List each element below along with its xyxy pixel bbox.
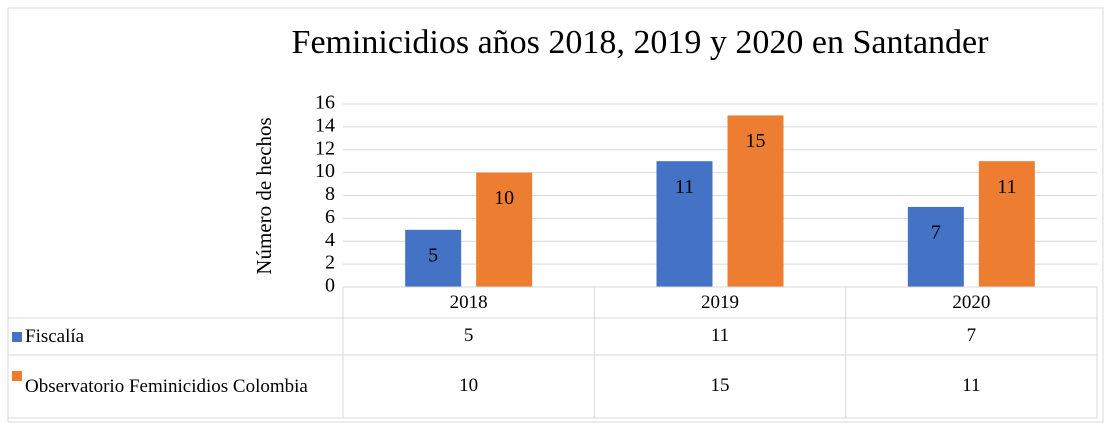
bar [476,172,533,287]
table-value: 15 [711,375,730,396]
bar [727,115,784,287]
data-label: 15 [746,130,766,152]
data-label: 11 [675,176,694,198]
data-label: 11 [997,176,1016,198]
legend-label: Observatorio Feminicidios Colombia [25,375,308,397]
y-tick-label: 4 [325,229,335,251]
legend-key [12,370,22,381]
y-tick-label: 2 [325,252,335,274]
bar [656,161,713,287]
y-tick-label: 14 [315,114,335,136]
y-tick-label: 6 [325,206,335,228]
table-value: 10 [459,375,478,396]
legend-item: Observatorio Feminicidios Colombia [12,355,339,418]
data-label: 5 [428,244,438,266]
bar [907,206,964,287]
data-label: 7 [931,222,941,244]
y-tick-label: 0 [325,275,335,297]
table-value: 11 [962,375,980,396]
bar [978,161,1035,287]
x-tick-label: 2019 [701,292,739,313]
y-tick-label: 10 [315,160,335,182]
y-tick-label: 12 [315,137,335,159]
bar [405,229,462,287]
legend-label: Fiscalía [25,325,85,347]
table-value: 5 [464,325,474,346]
legend-entry: Observatorio Feminicidios Colombia [12,355,339,418]
y-tick-label: 16 [315,92,335,114]
data-label: 10 [494,187,514,209]
x-tick-label: 2018 [450,292,488,313]
table-value: 11 [711,325,729,346]
y-axis-label: Número de hechos [252,117,276,274]
legend-item: Fiscalía [12,318,339,355]
chart-title: Feminicidios años 2018, 2019 y 2020 en S… [292,24,990,61]
y-tick-label: 8 [325,183,335,205]
legend-entry: Fiscalía [12,318,339,355]
legend-key [12,331,22,342]
x-tick-label: 2020 [952,292,990,313]
table-value: 7 [967,325,977,346]
